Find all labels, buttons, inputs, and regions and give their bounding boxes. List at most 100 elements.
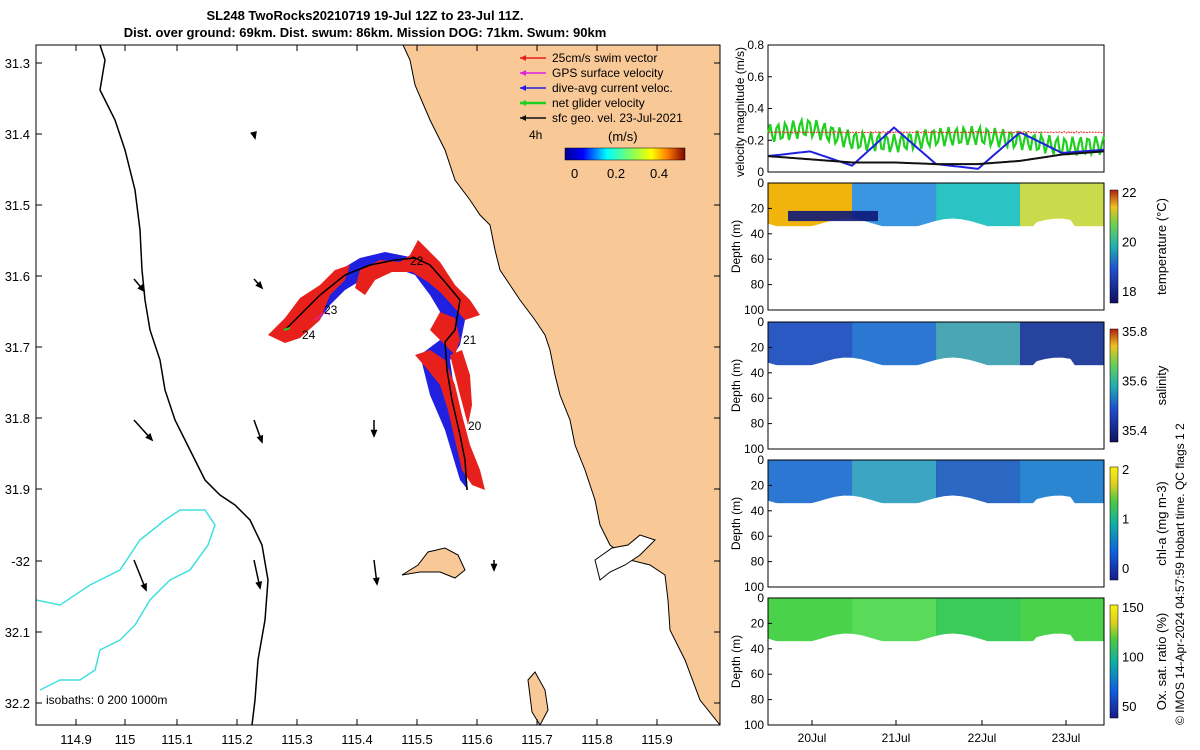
colorbar-unit: (m/s) xyxy=(608,129,638,144)
colorbar-tick: 35.6 xyxy=(1122,374,1147,389)
colorbar-tick: 150 xyxy=(1122,600,1144,615)
colorbar-tick: 35.4 xyxy=(1122,423,1147,438)
depth-tick: 40 xyxy=(751,366,765,380)
series-line-dive-avg-current-veloc- xyxy=(767,126,1105,170)
velocity-axes xyxy=(767,44,1105,173)
time-tick: 20Jul xyxy=(798,731,827,745)
colorbar-tick: 22 xyxy=(1122,185,1136,200)
velocity-ytick: 0.4 xyxy=(747,102,764,116)
map-xtick: 115.3 xyxy=(281,732,313,747)
depth-tick: 80 xyxy=(751,278,765,292)
velocity-ytick: 0.8 xyxy=(747,38,764,52)
legend-label: 25cm/s swim vector xyxy=(552,51,657,65)
land-mainland xyxy=(402,45,720,725)
island-garden xyxy=(527,671,549,725)
section-ylabel: Depth (m) xyxy=(729,497,743,550)
colorbar-tick: 20 xyxy=(1122,235,1136,250)
series-line-sfc-geo--vel- xyxy=(767,150,1105,166)
depth-tick: 80 xyxy=(751,693,765,707)
legend-label: sfc geo. vel. 23-Jul-2021 xyxy=(552,111,683,125)
colorbar-tick: 100 xyxy=(1122,650,1144,665)
velocity-ytick: 0.6 xyxy=(747,70,764,84)
colorbar-tick: 0 xyxy=(1122,561,1129,576)
depth-tick: 100 xyxy=(744,580,764,594)
depth-tick: 60 xyxy=(751,391,765,405)
depth-tick: 80 xyxy=(751,417,765,431)
land-estuary xyxy=(594,534,656,581)
day-label-20: 20 xyxy=(468,419,482,433)
credit-text: © IMOS 14-Apr-2024 04:57:59 Hobart time.… xyxy=(1173,423,1187,725)
section-ylabel: Depth (m) xyxy=(729,220,743,273)
map-ytick: 31.6 xyxy=(5,269,30,284)
time-tick: 21Jul xyxy=(882,731,911,745)
section-colorbar xyxy=(1109,466,1119,581)
depth-tick: 80 xyxy=(751,555,765,569)
chart-title-line1: SL248 TwoRocks20210719 19-Jul 12Z to 23-… xyxy=(206,8,524,23)
section-ylabel: Depth (m) xyxy=(729,359,743,412)
time-tick: 23Jul xyxy=(1052,731,1081,745)
depth-tick: 100 xyxy=(744,442,764,456)
depth-tick: 0 xyxy=(757,453,764,467)
section-colorbar xyxy=(1109,328,1119,443)
depth-tick: 40 xyxy=(751,504,765,518)
map-ytick: 31.5 xyxy=(5,198,30,213)
section-axes xyxy=(767,597,1105,726)
section-cbar-label: chl-a (mg m-3) xyxy=(1154,481,1169,566)
day-label-23: 23 xyxy=(324,303,338,317)
island-rottnest xyxy=(401,547,466,579)
section-colorbar xyxy=(1109,604,1119,719)
map-xtick: 115.7 xyxy=(521,732,553,747)
glider-track xyxy=(268,240,485,491)
section-axes xyxy=(767,459,1105,588)
legend-label: dive-avg current veloc. xyxy=(552,81,673,95)
depth-tick: 40 xyxy=(751,227,765,241)
colorbar-tick-1: 0.2 xyxy=(607,166,625,181)
velocity-ytick: 0 xyxy=(757,165,764,179)
colorbar-tick: 1 xyxy=(1122,512,1129,527)
map-xtick: 115.8 xyxy=(581,732,613,747)
section-cbar-label: Ox. sat. ratio (%) xyxy=(1154,613,1169,711)
colorbar-tick-0: 0 xyxy=(571,166,578,181)
section-axes xyxy=(767,321,1105,450)
day-label-21: 21 xyxy=(463,333,477,347)
depth-tick: 60 xyxy=(751,667,765,681)
depth-tick: 20 xyxy=(751,616,765,630)
day-label-24: 24 xyxy=(302,328,316,342)
speed-colorbar xyxy=(564,147,686,161)
section-cbar-label: salinity xyxy=(1154,365,1169,405)
velocity-plot xyxy=(766,116,1106,170)
velocity-ylabel: velocity magnitude (m/s) xyxy=(733,47,747,177)
depth-tick: 100 xyxy=(744,303,764,317)
chart-title-line2: Dist. over ground: 69km. Dist. swum: 86k… xyxy=(123,25,607,40)
map-ytick: 31.7 xyxy=(5,340,30,355)
legend-label: GPS surface velocity xyxy=(552,66,663,80)
series-line---cm-s-swim-vector xyxy=(767,130,1105,134)
section-cbar-label: temperature (°C) xyxy=(1154,198,1169,295)
map-xtick: 115.9 xyxy=(641,732,673,747)
isobaths-legend: isobaths: 0 200 1000m xyxy=(46,693,167,707)
depth-tick: 60 xyxy=(751,529,765,543)
map-ytick: -32 xyxy=(11,554,30,569)
map-ytick: 31.9 xyxy=(5,482,30,497)
map-xtick: 115.2 xyxy=(221,732,253,747)
section-ylabel: Depth (m) xyxy=(729,635,743,688)
map-ytick: 31.3 xyxy=(5,56,30,71)
depth-tick: 100 xyxy=(744,718,764,732)
depth-tick: 0 xyxy=(757,315,764,329)
legend-4h: 4h xyxy=(529,128,542,142)
depth-tick: 0 xyxy=(757,176,764,190)
map-ytick: 31.4 xyxy=(5,127,30,142)
map-ytick: 32.2 xyxy=(5,696,30,711)
depth-tick: 40 xyxy=(751,642,765,656)
depth-tick: 20 xyxy=(751,340,765,354)
map-xtick: 115.5 xyxy=(401,732,433,747)
time-tick: 22Jul xyxy=(968,731,997,745)
depth-tick: 60 xyxy=(751,252,765,266)
colorbar-tick: 35.8 xyxy=(1122,324,1147,339)
geo-velocity-arrows xyxy=(133,131,498,592)
section-colorbar xyxy=(1109,189,1119,304)
map-panel: 20 21 22 23 24 isobaths: 0 200 1000m 114… xyxy=(5,44,721,747)
depth-tick: 20 xyxy=(751,478,765,492)
map-ytick: 31.8 xyxy=(5,411,30,426)
